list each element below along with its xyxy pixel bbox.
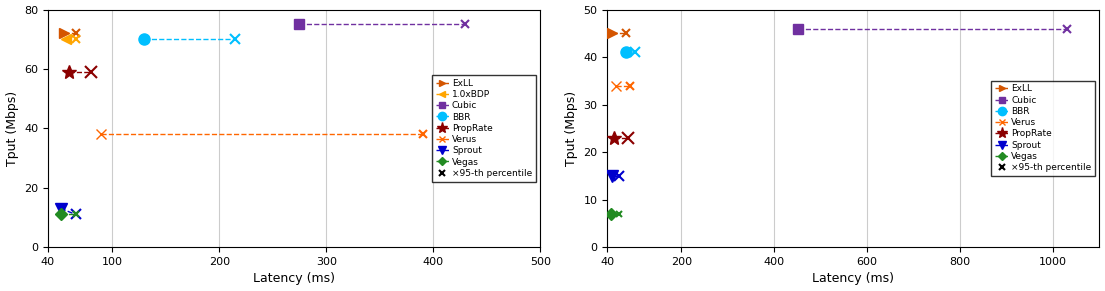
Y-axis label: Tput (Mbps): Tput (Mbps) [565, 91, 578, 166]
X-axis label: Latency (ms): Latency (ms) [812, 272, 894, 285]
X-axis label: Latency (ms): Latency (ms) [253, 272, 335, 285]
Y-axis label: Tput (Mbps): Tput (Mbps) [6, 91, 19, 166]
Legend: ExLL, 1.0xBDP, Cubic, BBR, PropRate, Verus, Sprout, Vegas, ×95-th percentile: ExLL, 1.0xBDP, Cubic, BBR, PropRate, Ver… [432, 75, 536, 182]
Legend: ExLL, Cubic, BBR, Verus, PropRate, Sprout, Vegas, ×95-th percentile: ExLL, Cubic, BBR, Verus, PropRate, Sprou… [991, 81, 1095, 176]
